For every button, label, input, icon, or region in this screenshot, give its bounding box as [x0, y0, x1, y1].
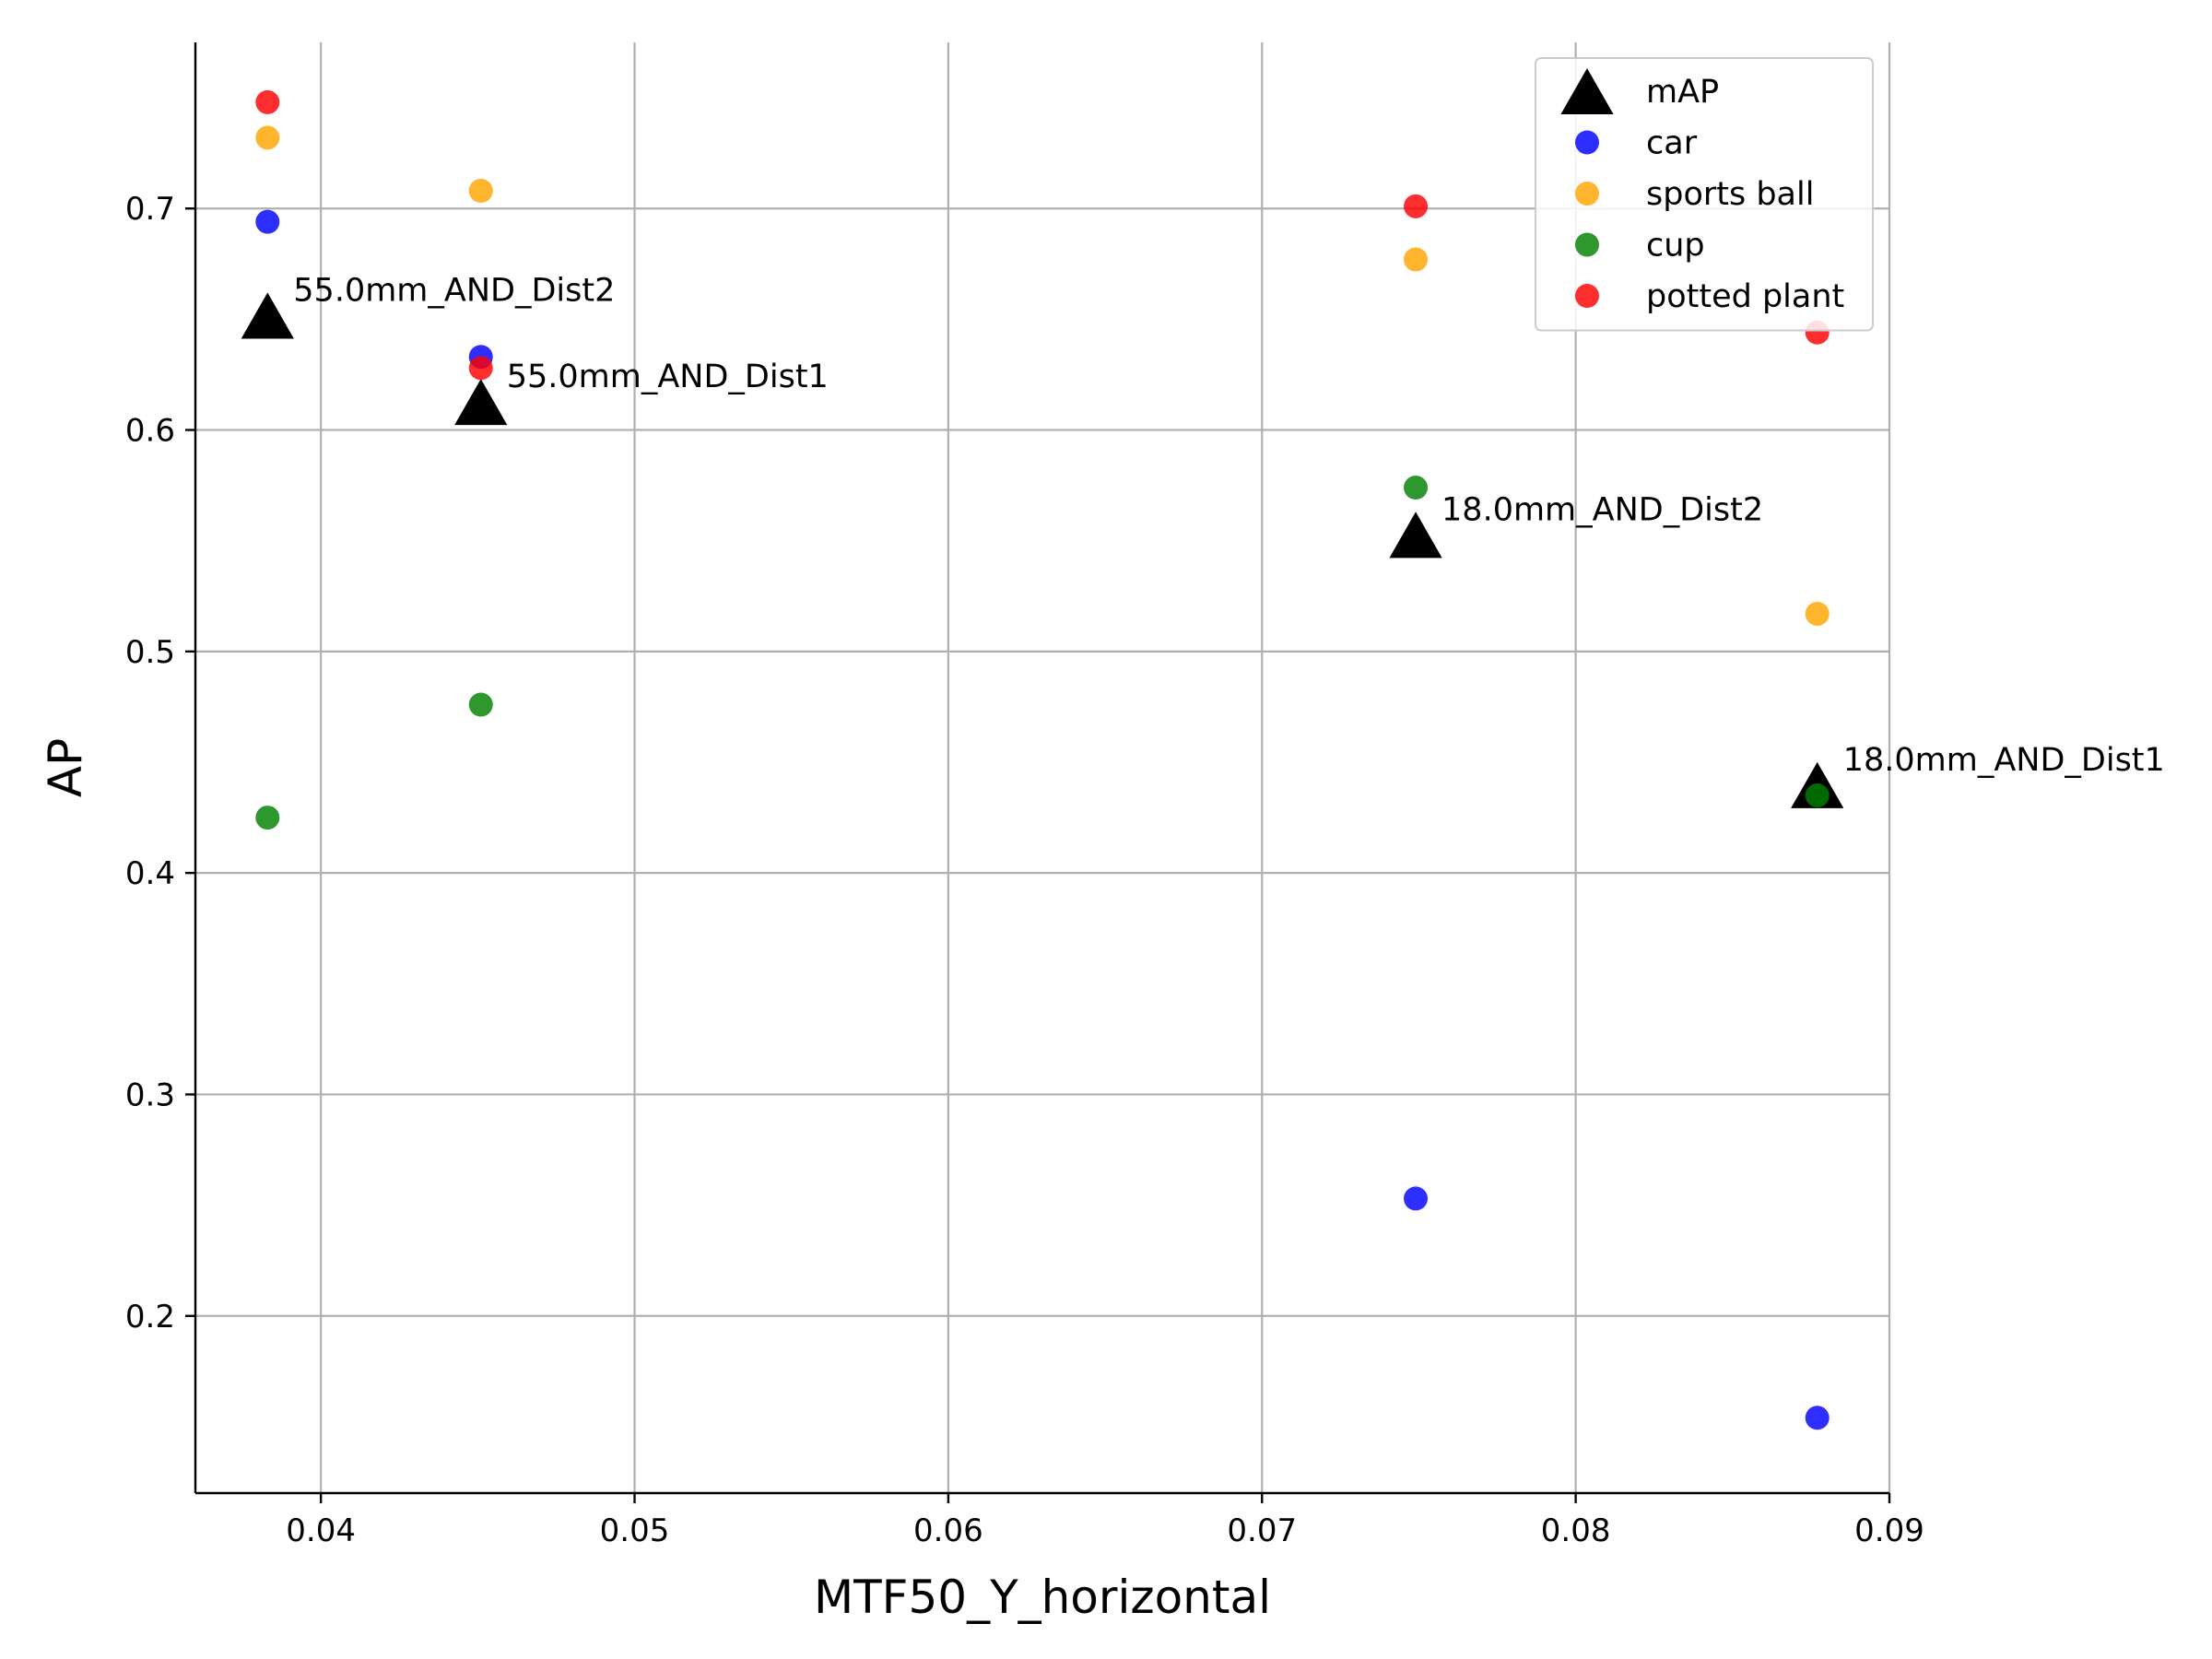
point-car: [1404, 1186, 1429, 1211]
point-annotation: 55.0mm_AND_Dist1: [507, 359, 829, 395]
legend-label: cup: [1646, 228, 1705, 265]
x-tick-label: 0.07: [1227, 1512, 1297, 1549]
point-annotation: 18.0mm_AND_Dist1: [1843, 742, 2165, 779]
point-map: [454, 379, 508, 426]
x-axis-ticks: 0.04 0.05 0.06 0.07 0.08 0.09: [286, 1493, 1924, 1549]
x-tick-label: 0.08: [1541, 1512, 1611, 1549]
x-tick-label: 0.09: [1854, 1512, 1924, 1549]
point-map: [241, 292, 294, 339]
point-car: [255, 209, 280, 234]
y-tick-label: 0.2: [125, 1299, 175, 1335]
legend-marker: [1575, 232, 1599, 257]
legend-label: car: [1646, 125, 1698, 162]
point-cup: [255, 806, 280, 830]
point-annotation: 18.0mm_AND_Dist2: [1441, 491, 1763, 528]
legend: mAP car sports ball cup potted plant: [1535, 57, 1874, 332]
point-potted-plant: [468, 356, 493, 381]
point-car: [1805, 1406, 1830, 1430]
point-cup: [1404, 476, 1429, 500]
x-tick-label: 0.04: [286, 1512, 356, 1549]
legend-marker: [1575, 284, 1599, 308]
grid: [195, 42, 1891, 1493]
point-cup: [1805, 783, 1830, 808]
point-sports-ball: [255, 125, 280, 150]
legend-label: mAP: [1646, 74, 1719, 111]
point-annotations: 55.0mm_AND_Dist2 55.0mm_AND_Dist1 18.0mm_A…: [293, 272, 2165, 778]
axes: [194, 42, 1889, 1495]
x-tick-label: 0.05: [600, 1512, 670, 1549]
point-potted-plant: [1404, 194, 1429, 218]
legend-label: potted plant: [1646, 278, 1844, 315]
point-potted-plant: [255, 89, 280, 114]
y-axis-label: AP: [39, 738, 92, 797]
y-tick-label: 0.7: [125, 191, 175, 228]
x-tick-label: 0.06: [913, 1512, 983, 1549]
y-tick-label: 0.4: [125, 855, 175, 892]
point-map: [1389, 512, 1442, 559]
y-tick-label: 0.3: [125, 1077, 175, 1113]
legend-box: [1535, 57, 1874, 332]
legend-marker: [1560, 67, 1614, 115]
data-points: [241, 89, 1844, 1430]
y-axis-ticks: 0.2 0.3 0.4 0.5 0.6 0.7: [125, 191, 195, 1335]
y-tick-label: 0.5: [125, 634, 175, 671]
point-sports-ball: [468, 179, 493, 204]
x-axis-label: MTF50_Y_horizontal: [814, 1571, 1271, 1624]
y-tick-label: 0.6: [125, 413, 175, 450]
point-sports-ball: [1404, 247, 1429, 272]
legend-marker: [1575, 182, 1599, 206]
point-annotation: 55.0mm_AND_Dist2: [293, 272, 615, 309]
point-cup: [468, 692, 493, 717]
point-sports-ball: [1805, 601, 1830, 626]
legend-marker: [1575, 130, 1599, 155]
legend-label: sports ball: [1646, 176, 1814, 213]
